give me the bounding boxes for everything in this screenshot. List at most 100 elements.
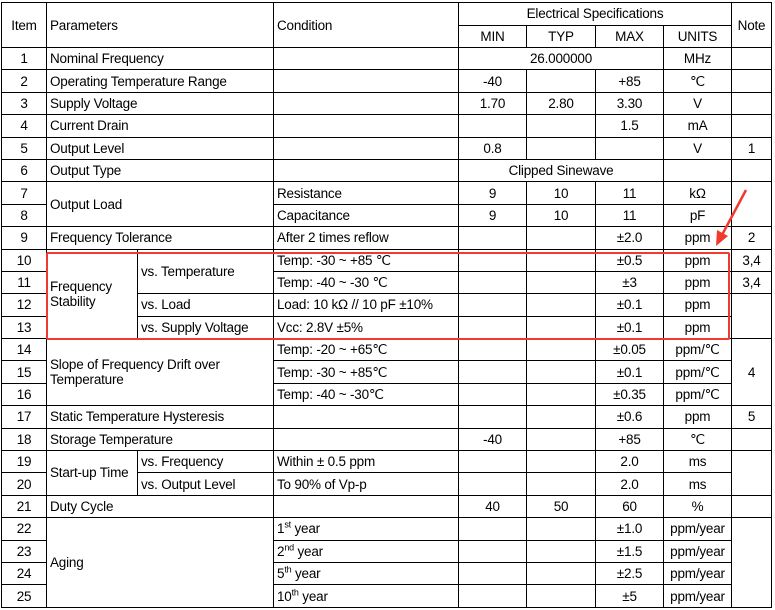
- typ: 10: [526, 181, 596, 205]
- min: [458, 338, 527, 362]
- item: 20: [1, 472, 47, 496]
- note: [731, 517, 772, 608]
- units: ppm/year: [663, 561, 732, 586]
- condition: Temp: -30 ~ +85 ℃: [273, 248, 459, 272]
- units: ppm/year: [663, 584, 732, 608]
- item: 8: [1, 203, 47, 228]
- units: %: [663, 494, 732, 519]
- table-row: 1 Nominal Frequency 26.000000 MHz: [1, 46, 772, 71]
- item: 10: [1, 248, 47, 272]
- table-row: 12 vs. Load Load: 10 kΩ // 10 pF ±10% ±0…: [1, 293, 772, 340]
- typ: [526, 539, 596, 563]
- condition-number: 2: [277, 543, 285, 559]
- header-typ: TYP: [526, 24, 596, 48]
- table-row: 23 2nd year ±1.5 ppm/year: [1, 539, 772, 563]
- header-note: Note: [731, 2, 772, 48]
- max: [595, 136, 664, 160]
- min: [458, 561, 527, 586]
- units: [663, 158, 732, 183]
- condition-number: 5: [277, 566, 285, 582]
- max: ±1.5: [595, 539, 664, 563]
- parameter: Frequency Stability: [46, 248, 138, 340]
- sub-parameter: vs. Temperature: [137, 248, 274, 295]
- note: 3,4: [731, 270, 772, 295]
- condition-ordinal: nd: [284, 542, 294, 553]
- units: ℃: [663, 427, 732, 452]
- table-row: 24 5th year ±2.5 ppm/year: [1, 561, 772, 586]
- condition-ordinal: st: [284, 519, 291, 530]
- parameter: Aging: [46, 517, 274, 608]
- parameter: Output Level: [46, 136, 274, 160]
- units: ppm: [663, 405, 732, 429]
- parameter: Static Temperature Hysteresis: [46, 405, 274, 429]
- red-arrow-icon: [716, 189, 748, 246]
- header-item: Item: [1, 2, 47, 48]
- condition: Temp: -30 ~ +85℃: [273, 360, 459, 384]
- sub-parameter: vs. Load: [137, 293, 274, 317]
- typ: [526, 427, 596, 452]
- units: ppm/year: [663, 539, 732, 563]
- max: 2.0: [595, 450, 664, 474]
- condition: 1st year: [273, 517, 459, 541]
- max: +85: [595, 69, 664, 93]
- condition: Temp: -40 ~ -30 ℃: [273, 270, 459, 295]
- table-row: 16 Temp: -40 ~ -30℃ ±0.35 ppm/℃: [1, 382, 772, 407]
- value: 26.000000: [458, 46, 664, 71]
- max: ±3: [595, 270, 664, 295]
- note: [731, 427, 772, 452]
- min: [458, 270, 527, 295]
- table-row: 10 Frequency Stability vs. Temperature T…: [1, 248, 772, 340]
- units: ppm/℃: [663, 338, 732, 362]
- item: 23: [1, 539, 47, 563]
- header-condition: Condition: [273, 2, 459, 48]
- max: ±0.35: [595, 382, 664, 407]
- max: ±1.0: [595, 517, 664, 541]
- units: MHz: [663, 46, 732, 71]
- max: ±0.6: [595, 405, 664, 429]
- table-row: 9 Frequency Tolerance After 2 times refl…: [1, 226, 772, 250]
- condition: Temp: -40 ~ -30℃: [273, 382, 459, 407]
- note: 5: [731, 405, 772, 429]
- typ: [526, 226, 596, 250]
- item: 13: [1, 315, 47, 340]
- max: 3.30: [595, 91, 664, 116]
- table-row: 7 Output Load Resistance 9 10 11 kΩ: [1, 181, 772, 228]
- item: 1: [1, 46, 47, 71]
- condition: Within ± 0.5 ppm: [273, 450, 459, 474]
- condition: [273, 427, 459, 452]
- note: [731, 91, 772, 116]
- note: 1: [731, 136, 772, 160]
- units: ppm: [663, 270, 732, 295]
- condition: Capacitance: [273, 203, 459, 228]
- condition-ordinal: th: [291, 587, 299, 598]
- parameter: Operating Temperature Range: [46, 69, 274, 93]
- condition-text: year: [298, 588, 328, 604]
- units: ms: [663, 472, 732, 496]
- condition-text: year: [293, 543, 323, 559]
- item: 21: [1, 494, 47, 519]
- min: -40: [458, 427, 527, 452]
- typ: 2.80: [526, 91, 596, 116]
- min: 1.70: [458, 91, 527, 116]
- condition: [273, 69, 459, 93]
- condition-number: 10: [277, 588, 292, 604]
- units: kΩ: [663, 181, 732, 205]
- parameter: Start-up Time: [46, 450, 138, 496]
- units: ℃: [663, 69, 732, 93]
- condition: Load: 10 kΩ // 10 pF ±10%: [273, 293, 459, 317]
- condition: Resistance: [273, 181, 459, 205]
- units: ppm/year: [663, 517, 732, 541]
- max: 1.5: [595, 114, 664, 138]
- units: V: [663, 136, 732, 160]
- item: 9: [1, 226, 47, 250]
- condition-text: year: [291, 566, 321, 582]
- max: ±0.1: [595, 293, 664, 317]
- min: [458, 315, 527, 340]
- item: 11: [1, 270, 47, 295]
- min: [458, 450, 527, 474]
- header-row: Item Parameters Condition Electrical Spe…: [1, 2, 772, 48]
- condition: [273, 405, 459, 429]
- condition: [273, 91, 459, 116]
- min: -40: [458, 69, 527, 93]
- typ: [526, 360, 596, 384]
